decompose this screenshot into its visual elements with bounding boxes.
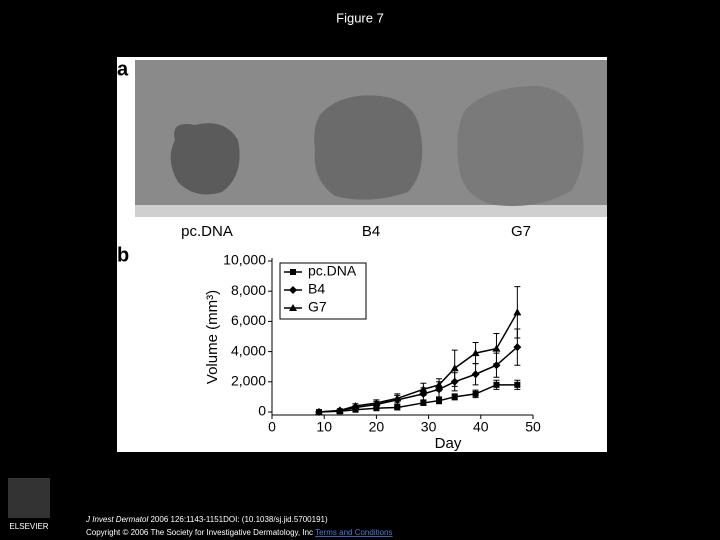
publisher-logo: ELSEVIER xyxy=(8,478,50,531)
point xyxy=(514,381,521,388)
y-tick-label: 10,000 xyxy=(223,252,266,268)
journal: J Invest Dermatol xyxy=(85,515,148,524)
point xyxy=(420,399,427,406)
point xyxy=(493,381,500,388)
y-tick-label: 2,000 xyxy=(231,373,266,389)
sample-label: pc.DNA xyxy=(181,223,233,240)
logo-tree xyxy=(8,478,50,518)
y-axis-label: Volume (mm³) xyxy=(204,290,221,384)
y-tick-label: 4,000 xyxy=(231,342,266,358)
citation-text: 2006 126:1143-1151DOI: (10.1038/sj.jid.5… xyxy=(148,515,328,524)
x-tick-label: 40 xyxy=(473,419,489,435)
photo xyxy=(135,60,607,217)
tumor xyxy=(314,95,423,200)
point xyxy=(314,408,323,415)
point xyxy=(451,393,458,400)
x-tick-label: 20 xyxy=(369,419,385,435)
legend-label: G7 xyxy=(308,299,327,315)
sample-label: B4 xyxy=(362,223,380,240)
tumor xyxy=(170,123,240,195)
sample-label: G7 xyxy=(511,223,531,240)
ruler xyxy=(135,205,607,217)
x-tick-label: 10 xyxy=(316,419,332,435)
tumor xyxy=(457,85,584,206)
x-axis-label: Day xyxy=(435,435,462,452)
y-tick-label: 8,000 xyxy=(231,282,266,298)
point xyxy=(450,364,459,372)
panel-label: a xyxy=(117,58,129,80)
copyright-text: Copyright © 2006 The Society for Investi… xyxy=(86,528,315,537)
x-tick-label: 0 xyxy=(268,419,276,435)
point xyxy=(471,349,480,357)
legend-label: pc.DNA xyxy=(308,263,357,279)
citation: J Invest Dermatol 2006 126:1143-1151DOI:… xyxy=(85,515,328,524)
point xyxy=(394,404,401,411)
slide-title: Figure 7 xyxy=(336,10,384,25)
point xyxy=(492,344,501,352)
legend-label: B4 xyxy=(308,281,325,297)
point xyxy=(335,406,344,414)
point xyxy=(435,380,444,388)
x-tick-label: 30 xyxy=(421,419,437,435)
point xyxy=(372,398,381,406)
legend-marker xyxy=(289,304,297,311)
point xyxy=(471,370,480,379)
point xyxy=(472,390,479,397)
point xyxy=(513,308,522,316)
y-tick-label: 6,000 xyxy=(231,312,266,328)
panel-label: b xyxy=(117,244,129,266)
point xyxy=(436,397,443,404)
point xyxy=(393,394,402,402)
point xyxy=(513,343,522,352)
point xyxy=(419,385,428,393)
x-tick-label: 50 xyxy=(525,419,541,435)
copyright: Copyright © 2006 The Society for Investi… xyxy=(86,528,393,537)
terms-link[interactable]: Terms and Conditions xyxy=(315,528,392,537)
legend-marker xyxy=(289,286,297,294)
point xyxy=(351,401,360,409)
legend-marker xyxy=(290,269,296,275)
publisher: ELSEVIER xyxy=(9,522,48,531)
y-tick-label: 0 xyxy=(258,403,266,419)
